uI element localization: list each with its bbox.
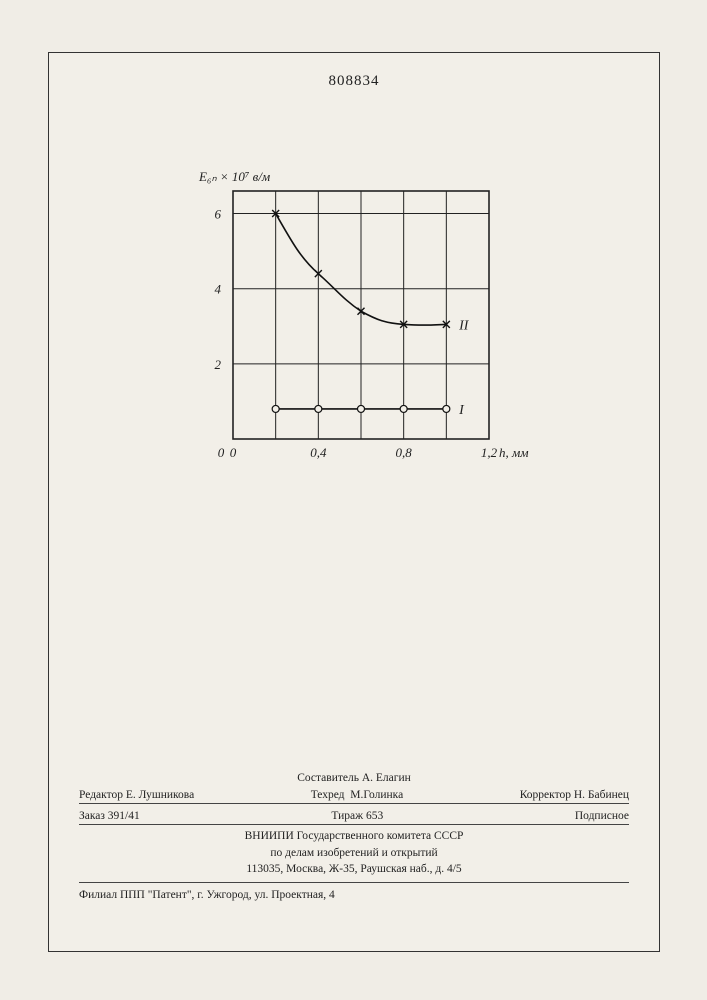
svg-text:1,2: 1,2: [481, 445, 498, 460]
svg-text:E₆ₙ × 10⁷ в/м: E₆ₙ × 10⁷ в/м: [198, 169, 270, 184]
svg-text:h, мм: h, мм: [499, 445, 529, 460]
svg-text:0: 0: [218, 445, 225, 460]
chart: 00,40,81,22460E₆ₙ × 10⁷ в/мh, ммIII: [169, 161, 539, 491]
page-frame: 808834 0 0,4 0,8 1,2 2 4 6 0 E₆ₙ × 10⁷ в/м h, мм I…: [48, 52, 660, 952]
branch-address: Филиал ППП "Патент", г. Ужгород, ул. Про…: [79, 883, 629, 901]
tehred: Техред М.Голинка: [311, 789, 404, 801]
publisher-address: ВНИИПИ Государственного комитета СССР по…: [79, 824, 629, 883]
svg-text:2: 2: [215, 357, 222, 372]
editor: Редактор Е. Лушникова: [79, 789, 194, 801]
svg-text:0: 0: [230, 445, 237, 460]
corrector: Корректор Н. Бабинец: [520, 789, 629, 801]
compiler: Составитель А. Елагин: [297, 772, 411, 784]
document-number: 808834: [49, 73, 659, 90]
podpisnoe: Подписное: [575, 810, 629, 822]
svg-text:4: 4: [215, 282, 222, 297]
svg-text:0,4: 0,4: [310, 445, 327, 460]
footer: Составитель А. Елагин Редактор Е. Лушник…: [79, 769, 629, 901]
order-number: Заказ 391/41: [79, 810, 140, 822]
svg-text:6: 6: [215, 207, 222, 222]
svg-text:0,8: 0,8: [396, 445, 413, 460]
tirazh: Тираж 653: [331, 810, 383, 822]
svg-text:I: I: [458, 403, 465, 418]
svg-text:II: II: [458, 318, 470, 333]
